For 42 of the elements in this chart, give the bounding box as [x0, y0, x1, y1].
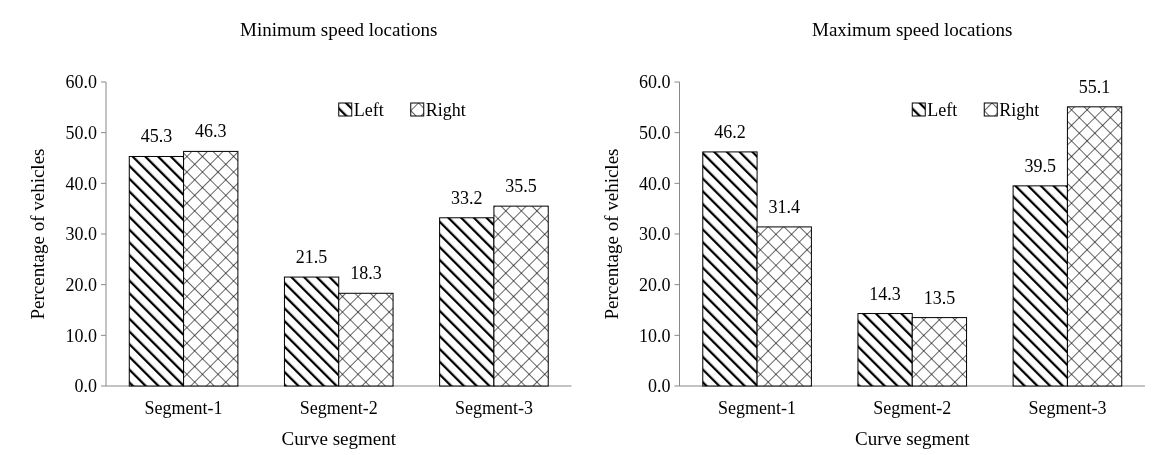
data-label: 33.2 — [451, 187, 483, 208]
y-tick-label: 60.0 — [65, 72, 97, 93]
chart-title: Minimum speed locations — [240, 19, 438, 40]
y-tick-label: 60.0 — [639, 72, 671, 93]
chart-title: Maximum speed locations — [811, 19, 1013, 40]
y-tick-label: 0.0 — [74, 376, 97, 397]
data-label: 45.3 — [140, 126, 173, 147]
data-label: 18.3 — [350, 263, 382, 284]
data-label: 13.5 — [923, 287, 956, 308]
y-axis-title: Percentage of vehicles — [27, 148, 48, 320]
x-tick-label: Segment-1 — [718, 398, 797, 418]
y-axis-title: Percentage of vehicles — [600, 148, 622, 320]
y-tick-label: 30.0 — [639, 224, 671, 245]
x-tick-label: Segment-2 — [873, 398, 952, 418]
data-label: 31.4 — [768, 196, 800, 217]
data-label: 55.1 — [1078, 76, 1111, 97]
y-tick-label: 50.0 — [65, 122, 97, 143]
y-tick-label: 30.0 — [65, 224, 97, 245]
data-label: 46.3 — [194, 121, 227, 142]
x-tick-label: Segment-3 — [1028, 398, 1107, 418]
x-axis-title: Curve segment — [281, 428, 397, 449]
data-label: 21.5 — [295, 247, 328, 268]
x-tick-label: Segment-3 — [454, 398, 533, 418]
y-tick-label: 20.0 — [639, 274, 671, 295]
data-label: 39.5 — [1024, 155, 1057, 176]
x-axis-title: Curve segment — [854, 428, 971, 449]
x-tick-label: Segment-2 — [299, 398, 378, 418]
data-label: 14.3 — [869, 283, 901, 304]
legend-label: Right — [999, 100, 1040, 121]
y-tick-label: 20.0 — [65, 274, 97, 295]
x-tick-label: Segment-1 — [144, 398, 223, 418]
data-label: 35.5 — [505, 176, 537, 197]
y-tick-label: 40.0 — [65, 173, 97, 194]
y-tick-label: 50.0 — [639, 122, 671, 143]
data-label: 46.2 — [714, 121, 746, 142]
legend-label: Left — [927, 100, 958, 121]
y-tick-label: 40.0 — [639, 173, 671, 194]
y-tick-label: 10.0 — [639, 325, 671, 346]
legend-label: Left — [353, 100, 384, 121]
y-tick-label: 10.0 — [65, 325, 97, 346]
legend-label: Right — [425, 100, 466, 121]
y-tick-label: 0.0 — [648, 376, 671, 397]
